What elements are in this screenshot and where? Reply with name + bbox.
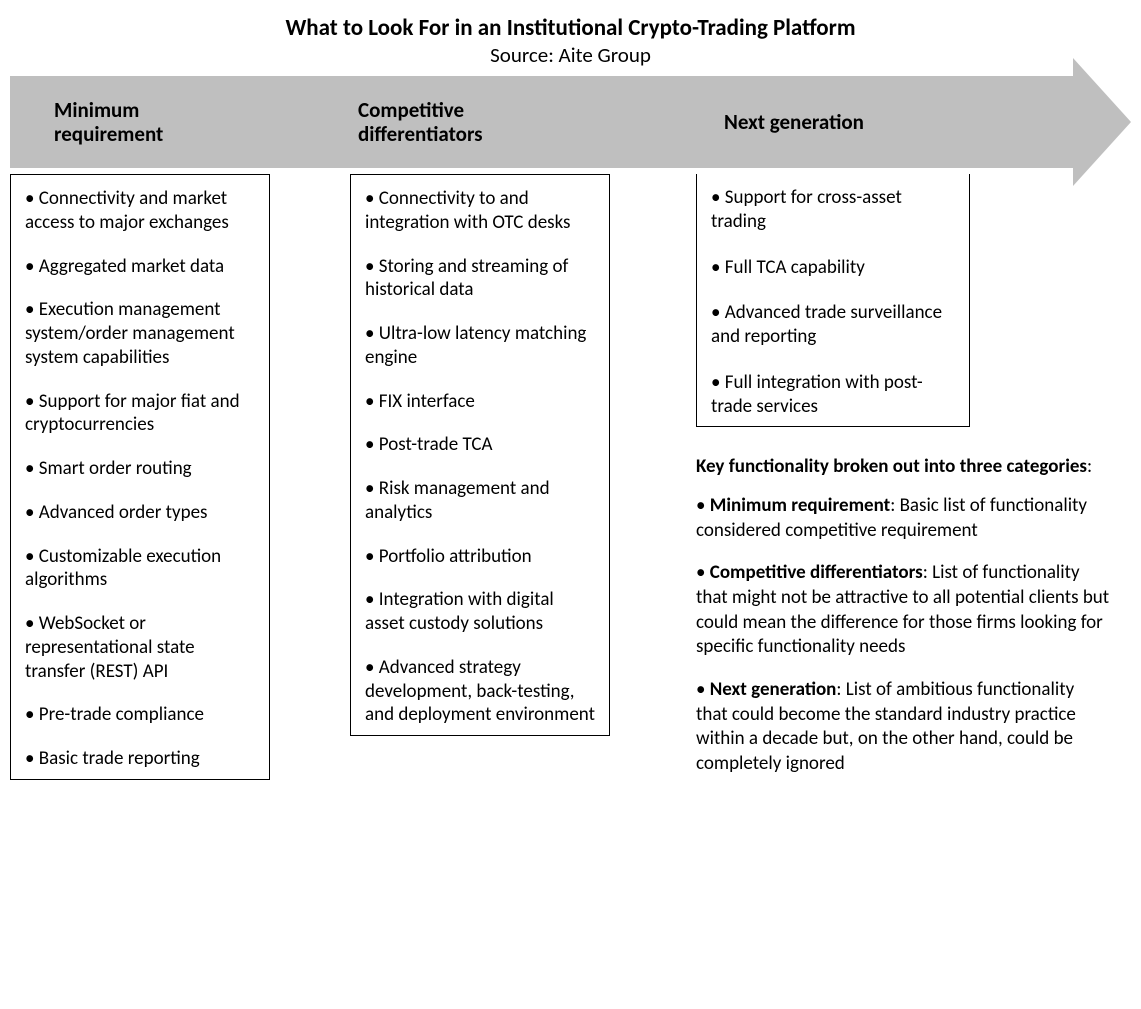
list-item: Aggregated market data (25, 255, 255, 279)
legend-item: • Minimum requirement: Basic list of fun… (696, 494, 1110, 543)
arrow-heading-nextgen: Next generation (724, 110, 864, 134)
legend-block: Key functionality broken out into three … (696, 455, 1116, 777)
right-column: Support for cross-asset trading Full TCA… (696, 174, 1116, 795)
list-item: Connectivity and market access to major … (25, 187, 255, 235)
list-item: Smart order routing (25, 457, 255, 481)
column-competitive: Connectivity to and integration with OTC… (350, 174, 610, 736)
list-item: Connectivity to and integration with OTC… (365, 187, 595, 235)
list-item: Advanced order types (25, 501, 255, 525)
list-item: WebSocket or representational state tran… (25, 612, 255, 683)
minimum-list: Connectivity and market access to major … (25, 187, 255, 771)
source-line: Source: Aite Group (10, 42, 1131, 68)
list-item: Storing and streaming of historical data (365, 255, 595, 303)
competitive-list: Connectivity to and integration with OTC… (365, 187, 595, 727)
list-item: Support for cross-asset trading (711, 186, 955, 234)
list-item: Ultra-low latency matching engine (365, 322, 595, 370)
arrow-heading-minimum: Minimumrequirement (54, 98, 163, 146)
list-item: Advanced strategy development, back-test… (365, 656, 595, 727)
list-item: Risk management and analytics (365, 477, 595, 525)
list-item: Customizable execution algorithms (25, 545, 255, 593)
column-nextgen: Support for cross-asset trading Full TCA… (696, 174, 970, 427)
column-minimum: Connectivity and market access to major … (10, 174, 270, 780)
columns-row: Connectivity and market access to major … (10, 174, 1131, 795)
list-item: Execution management system/order manage… (25, 298, 255, 369)
list-item: Advanced trade surveillance and reportin… (711, 301, 955, 349)
legend-title: Key functionality broken out into three … (696, 455, 1110, 480)
page-title: What to Look For in an Institutional Cry… (10, 14, 1131, 42)
list-item: Support for major fiat and cryptocurrenc… (25, 390, 255, 438)
list-item: Pre-trade compliance (25, 703, 255, 727)
arrow-heading-competitive: Competitivedifferentiators (358, 98, 483, 146)
list-item: Integration with digital asset custody s… (365, 588, 595, 636)
list-item: Post-trade TCA (365, 433, 595, 457)
list-item: Portfolio attribution (365, 545, 595, 569)
list-item: Basic trade reporting (25, 747, 255, 771)
arrow-head-icon (1073, 58, 1131, 186)
list-item: Full TCA capability (711, 256, 955, 280)
title-block: What to Look For in an Institutional Cry… (10, 14, 1131, 68)
list-item: Full integration with post-trade service… (711, 371, 955, 419)
arrow-labels: Minimumrequirement Competitivedifferenti… (10, 76, 1073, 168)
legend-item: • Next generation: List of ambitious fun… (696, 678, 1110, 777)
legend-item: • Competitive differentiators: List of f… (696, 561, 1110, 660)
list-item: FIX interface (365, 390, 595, 414)
nextgen-list: Support for cross-asset trading Full TCA… (711, 186, 955, 418)
category-arrow: Minimumrequirement Competitivedifferenti… (10, 76, 1131, 168)
